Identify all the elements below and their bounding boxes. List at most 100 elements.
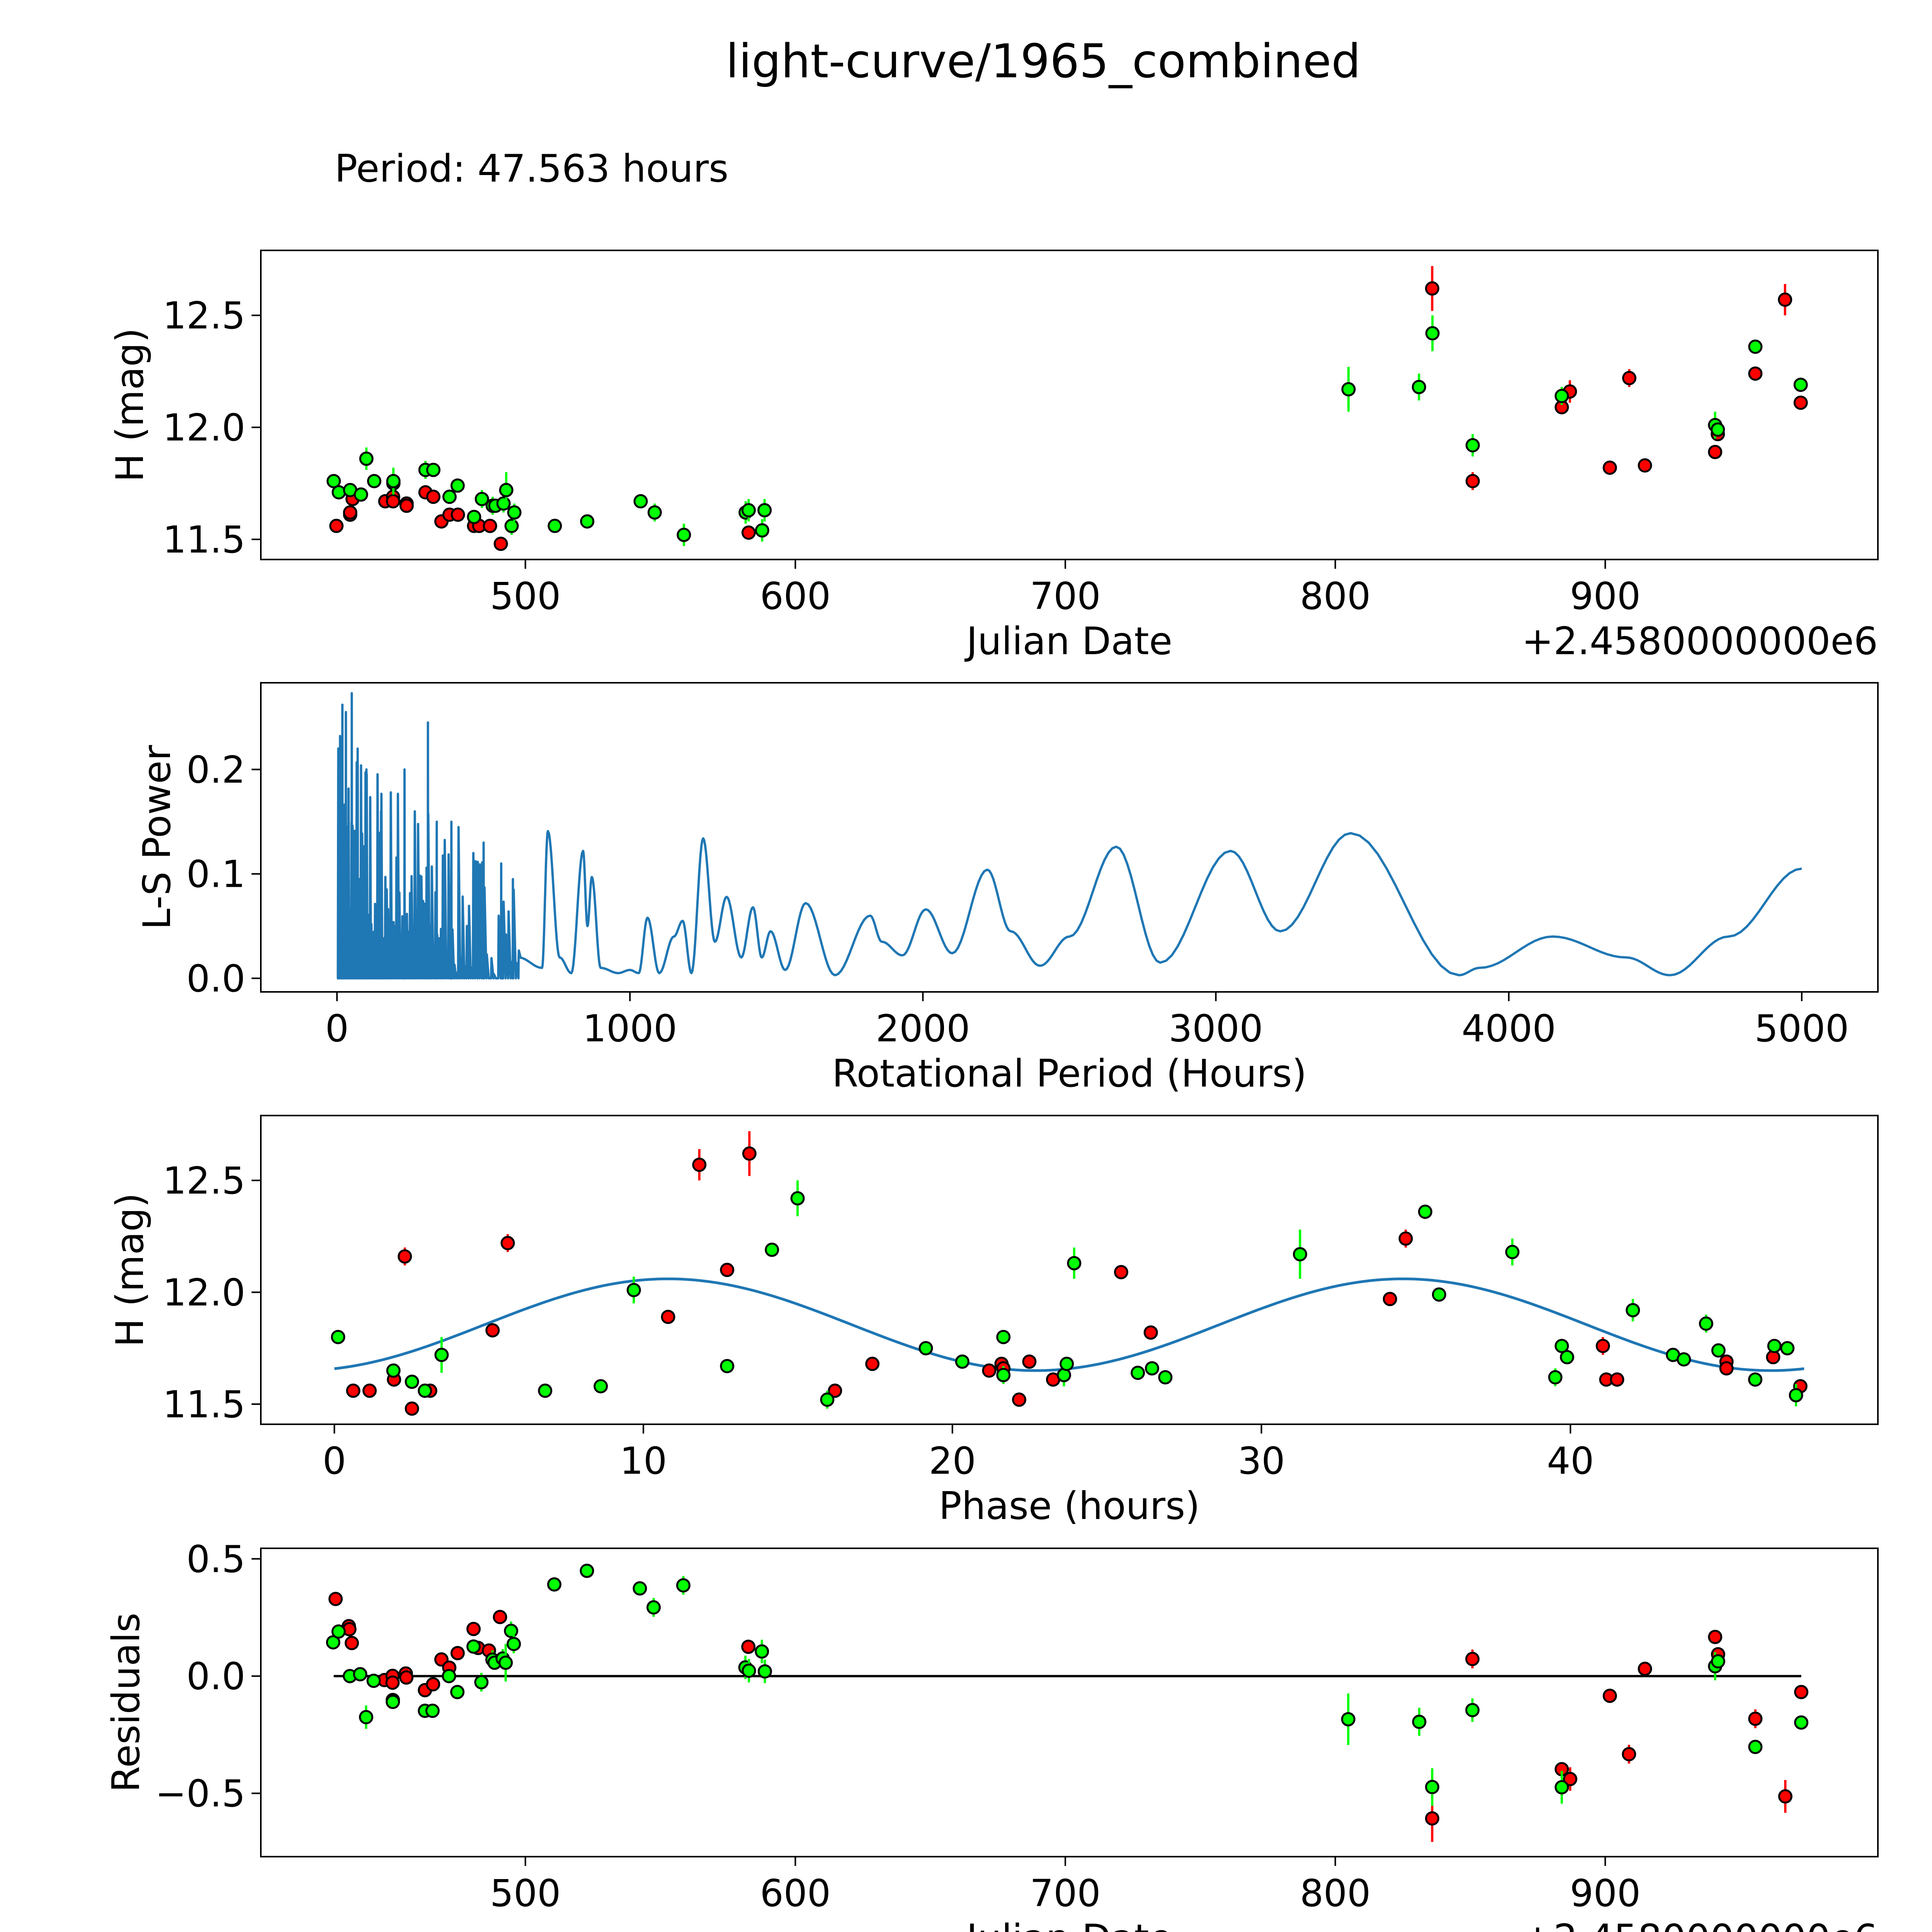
- data-point: [720, 1263, 735, 1277]
- x-tick-label: 2000: [876, 1007, 970, 1050]
- x-tick-label: 4000: [1462, 1007, 1556, 1050]
- data-point: [1465, 474, 1480, 488]
- x-tick-label: 700: [1030, 1872, 1100, 1915]
- data-point: [538, 1383, 553, 1398]
- data-point: [1699, 1316, 1713, 1331]
- lightcurve-plot-area: [327, 266, 1808, 551]
- periodogram-panel: 0 1000 2000 3000 4000 5000 0.0 0.1 0.2 Rotational…: [135, 682, 1879, 1096]
- x-axis-label: Julian Date: [964, 619, 1172, 663]
- data-point: [1158, 1370, 1173, 1384]
- y-tick-label: 12.0: [163, 406, 245, 449]
- lightcurve-panel: 500 600 700 800 900 11.5 12.0 12.5 Julian Date H …: [108, 250, 1879, 663]
- data-point: [474, 492, 489, 506]
- x-tick-label: 500: [490, 1872, 561, 1915]
- phased-lightcurve-panel: 0 10 20 30 40 11.5 12.0 12.5 Phase (hours) H (mag…: [108, 1115, 1879, 1528]
- data-point: [398, 1249, 412, 1264]
- data-point: [426, 490, 440, 504]
- data-point: [450, 1685, 465, 1699]
- data-point: [1778, 1789, 1793, 1804]
- data-point: [548, 519, 562, 533]
- y-axis-label: Residuals: [104, 1613, 148, 1793]
- data-point: [399, 498, 414, 513]
- data-point: [418, 1383, 432, 1398]
- data-point: [507, 1637, 521, 1651]
- data-point: [955, 1354, 969, 1369]
- data-point: [755, 1644, 769, 1659]
- data-point: [982, 1363, 997, 1378]
- data-point: [676, 1578, 690, 1593]
- data-point: [344, 1636, 359, 1650]
- y-tick-label: 0.0: [186, 1655, 245, 1698]
- axes-frame: [260, 250, 1879, 560]
- data-point: [1626, 1303, 1640, 1318]
- data-point: [1560, 1350, 1574, 1364]
- data-point: [485, 1323, 500, 1338]
- data-point: [385, 1675, 400, 1690]
- data-point: [720, 1359, 735, 1373]
- y-tick-label: 0.5: [186, 1537, 245, 1581]
- series-green: [327, 315, 1808, 546]
- y-tick-label: 11.5: [163, 518, 245, 561]
- data-point: [1638, 1662, 1652, 1676]
- data-point: [633, 1581, 647, 1596]
- data-point: [329, 519, 344, 533]
- series-red: [346, 1131, 1808, 1416]
- y-tick-label: 11.5: [163, 1383, 245, 1426]
- data-point: [1425, 1780, 1440, 1794]
- data-point: [1711, 1343, 1726, 1358]
- data-point: [1114, 1265, 1128, 1279]
- data-point: [865, 1357, 880, 1371]
- data-point: [1505, 1245, 1520, 1259]
- data-point: [1465, 1703, 1480, 1718]
- data-point: [820, 1392, 835, 1407]
- data-point: [399, 1670, 414, 1685]
- data-point: [1778, 293, 1793, 307]
- data-point: [1412, 380, 1426, 395]
- data-point: [1610, 1372, 1624, 1387]
- data-point: [755, 523, 769, 538]
- data-point: [1563, 1772, 1578, 1786]
- data-point: [386, 494, 400, 509]
- data-point: [1465, 1651, 1480, 1666]
- data-point: [1418, 1204, 1432, 1219]
- data-point: [1341, 1712, 1355, 1726]
- data-point: [1067, 1256, 1082, 1270]
- data-point: [1708, 445, 1723, 459]
- data-point: [1554, 1780, 1569, 1794]
- data-point: [362, 1383, 377, 1398]
- axes-frame: [260, 1115, 1879, 1425]
- data-point: [1022, 1354, 1037, 1369]
- y-tick-label: 12.5: [163, 1159, 245, 1202]
- data-point: [1554, 389, 1569, 403]
- x-tick-label: 20: [929, 1439, 976, 1483]
- x-tick-label: 600: [760, 1872, 831, 1915]
- data-point: [359, 451, 374, 466]
- data-point: [661, 1310, 675, 1324]
- x-offset-label: +2.4580000000e6: [1522, 1917, 1878, 1932]
- data-point: [1145, 1361, 1159, 1376]
- x-offset-label: +2.4580000000e6: [1522, 619, 1878, 663]
- data-point: [1711, 1654, 1725, 1668]
- periodogram-line: [336, 692, 1802, 980]
- data-point: [1748, 339, 1763, 354]
- data-point: [742, 1146, 757, 1161]
- y-tick-label: 0.2: [186, 748, 245, 791]
- data-point: [765, 1242, 779, 1257]
- data-point: [386, 1694, 400, 1709]
- data-point: [1767, 1338, 1782, 1353]
- data-point: [580, 1563, 594, 1578]
- data-point: [742, 1663, 756, 1678]
- x-tick-label: 900: [1570, 1872, 1641, 1915]
- data-point: [741, 503, 756, 517]
- data-point: [405, 1401, 419, 1416]
- data-point: [451, 507, 465, 522]
- data-point: [1383, 1292, 1397, 1306]
- data-point: [405, 1374, 419, 1389]
- data-point: [1012, 1392, 1027, 1407]
- data-point: [1711, 422, 1725, 437]
- x-axis-label: Rotational Period (Hours): [832, 1052, 1307, 1096]
- data-point: [386, 1363, 401, 1378]
- data-point: [1789, 1388, 1803, 1403]
- data-point: [332, 485, 346, 500]
